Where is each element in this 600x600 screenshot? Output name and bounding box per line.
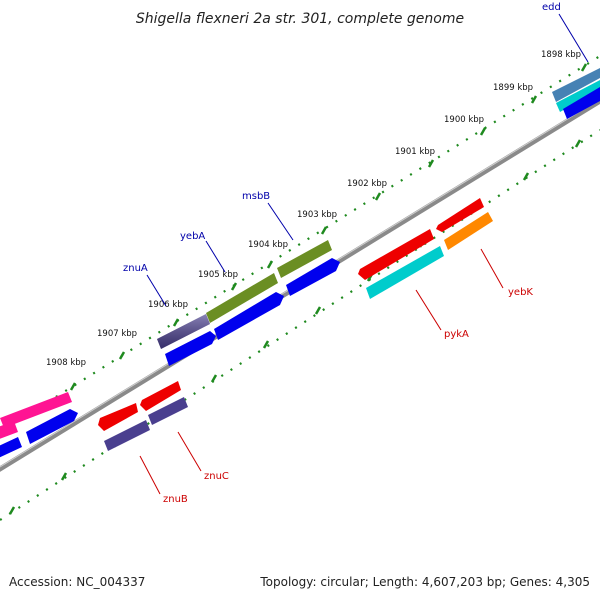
leader-line — [205, 240, 226, 273]
gene-label-yebA[interactable]: yebA — [180, 231, 205, 242]
gene-labels: edd msbB yebA znuA yebK pykA znuC znuB — [123, 2, 561, 505]
feature-msbB[interactable] — [277, 240, 332, 278]
cds-arrow[interactable] — [26, 409, 78, 444]
major-tick — [69, 382, 77, 391]
gene-label-yebK[interactable]: yebK — [508, 287, 533, 298]
forward-features — [0, 68, 600, 441]
cds-arrow[interactable] — [165, 331, 216, 366]
major-tick — [522, 172, 530, 181]
genome-summary-text: Topology: circular; Length: 4,607,203 bp… — [259, 575, 590, 589]
leader-line — [177, 431, 202, 472]
major-tick — [580, 63, 588, 72]
major-tick — [60, 472, 68, 481]
cds-arrow[interactable] — [0, 437, 22, 460]
tick-label: 1904 kbp — [248, 240, 288, 250]
feature-yebK-red[interactable] — [436, 198, 484, 232]
cds-arrow[interactable] — [214, 292, 284, 340]
tick-label: 1900 kbp — [444, 115, 484, 125]
major-tick — [266, 260, 274, 269]
cds-arrow[interactable] — [563, 87, 600, 119]
feature-edd-cyan[interactable] — [556, 80, 600, 112]
leader-line — [480, 248, 504, 289]
tick-label: 1903 kbp — [297, 210, 337, 220]
major-tick — [172, 318, 180, 327]
feature-pykA[interactable] — [366, 246, 444, 299]
leader-line — [139, 455, 161, 495]
tick-label: 1901 kbp — [395, 147, 435, 157]
leader-line — [267, 202, 294, 241]
tick-label: 1902 kbp — [347, 179, 387, 189]
feature-edd[interactable] — [552, 68, 600, 102]
gene-label-edd[interactable]: edd — [542, 2, 561, 13]
major-tick — [314, 306, 322, 315]
gene-label-pykA[interactable]: pykA — [444, 329, 469, 340]
tick-label: 1906 kbp — [148, 300, 188, 310]
tick-label: 1907 kbp — [97, 329, 137, 339]
major-tick — [479, 127, 487, 136]
feature-red[interactable] — [98, 403, 138, 431]
cds-forward — [0, 87, 600, 460]
scale-labels: 1898 kbp 1899 kbp 1900 kbp 1901 kbp 1902… — [46, 50, 581, 368]
inner-scale-ruler — [0, 129, 600, 521]
map-title: Shigella flexneri 2a str. 301, complete … — [136, 11, 464, 27]
major-tick — [262, 340, 270, 349]
feature-pink[interactable] — [0, 392, 72, 428]
feature-znuC[interactable] — [148, 397, 188, 425]
outer-major-ticks — [69, 63, 588, 391]
reverse-features — [98, 198, 493, 451]
feature-pykA-red[interactable] — [358, 229, 434, 280]
tick-label: 1908 kbp — [46, 358, 86, 368]
major-tick — [8, 506, 16, 515]
leader-line — [415, 289, 442, 331]
gene-label-znuB[interactable]: znuB — [163, 494, 188, 505]
label-leaders — [139, 13, 589, 495]
gene-label-znuA[interactable]: znuA — [123, 263, 148, 274]
leader-line — [146, 274, 167, 307]
outer-scale-ruler — [0, 55, 600, 433]
feature-znuB[interactable] — [104, 420, 150, 451]
tick-label: 1899 kbp — [493, 83, 533, 93]
accession-text: Accession: NC_004337 — [9, 575, 145, 589]
gene-label-znuC[interactable]: znuC — [204, 471, 229, 482]
major-tick — [230, 282, 238, 291]
forward-shading — [157, 314, 210, 349]
major-tick — [574, 139, 582, 148]
major-tick — [210, 374, 218, 383]
major-tick — [374, 192, 382, 201]
tick-label: 1905 kbp — [198, 270, 238, 280]
cds-arrow[interactable] — [286, 258, 340, 296]
feature-yebA[interactable] — [206, 273, 278, 323]
tick-label: 1898 kbp — [541, 50, 581, 60]
gene-label-msbB[interactable]: msbB — [242, 191, 270, 202]
feature-pink-2[interactable] — [0, 421, 18, 441]
major-tick — [118, 351, 126, 360]
major-tick — [530, 95, 538, 104]
major-tick — [427, 159, 435, 168]
feature-red[interactable] — [140, 381, 181, 411]
feature-yebK[interactable] — [444, 212, 493, 250]
leader-line — [558, 13, 589, 63]
major-tick — [320, 226, 328, 235]
